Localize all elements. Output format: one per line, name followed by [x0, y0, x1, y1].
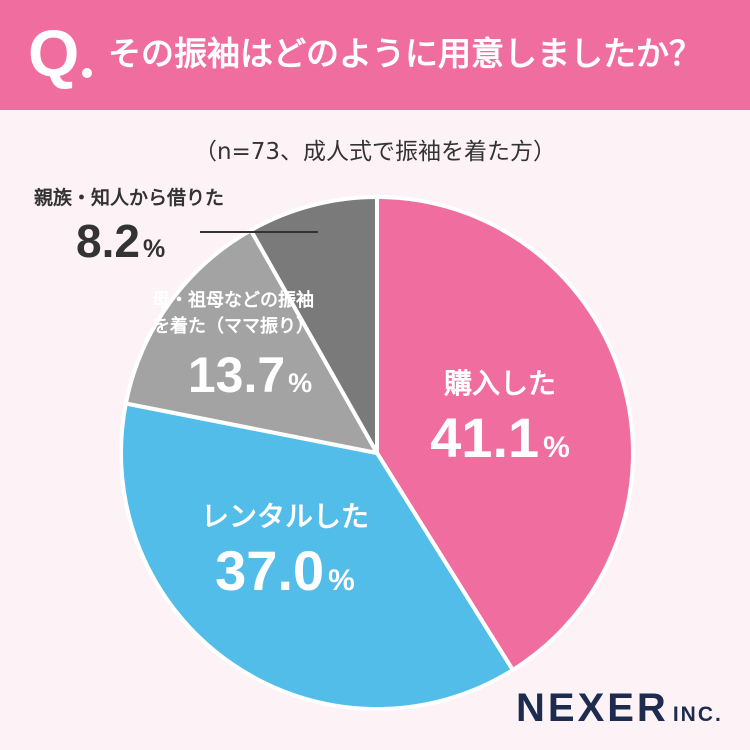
slice-value-rented-number: 37.0 — [215, 539, 324, 602]
slice-value-purchased-unit: % — [543, 431, 570, 464]
slice-label-rented: レンタルした — [201, 500, 369, 533]
slice-mama-furi — [123, 228, 379, 455]
sample-note: （n=73、成人式で振袖を着た方） — [193, 139, 557, 165]
question-header: Q その振袖はどのように用意しましたか？ — [0, 0, 750, 110]
logo-name: NEXER — [516, 686, 669, 730]
slice-rented — [119, 401, 515, 711]
slice-value-rented-unit: % — [328, 564, 355, 597]
logo-suffix: INC. — [672, 703, 723, 726]
slice-label-mama-furi-line1: 母・祖母などの振袖 — [152, 289, 314, 311]
slice-label-borrowed: 親族・知人から借りた — [34, 186, 224, 209]
slice-value-mama-furi-number: 13.7 — [188, 347, 285, 403]
slice-value-purchased: 41.1% — [430, 406, 570, 469]
q-dot-icon — [82, 68, 92, 78]
q-mark: Q — [28, 16, 80, 90]
slice-value-borrowed: 8.2% — [76, 215, 165, 267]
pie-slices — [119, 195, 635, 711]
slice-value-borrowed-number: 8.2 — [76, 215, 140, 267]
slice-borrowed — [248, 195, 379, 455]
question-title: その振袖はどのように用意しましたか？ — [108, 34, 702, 73]
slice-value-rented: 37.0% — [215, 539, 355, 602]
slice-value-mama-furi-unit: % — [288, 368, 312, 398]
slice-value-borrowed-unit: % — [143, 235, 165, 263]
slice-label-mama-furi-line2: を着た（ママ振り） — [152, 315, 314, 337]
nexer-logo: NEXER INC. — [516, 688, 723, 728]
slice-label-purchased: 購入した — [444, 367, 556, 400]
slice-value-mama-furi: 13.7% — [188, 347, 312, 403]
slice-value-purchased-number: 41.1 — [430, 406, 539, 469]
